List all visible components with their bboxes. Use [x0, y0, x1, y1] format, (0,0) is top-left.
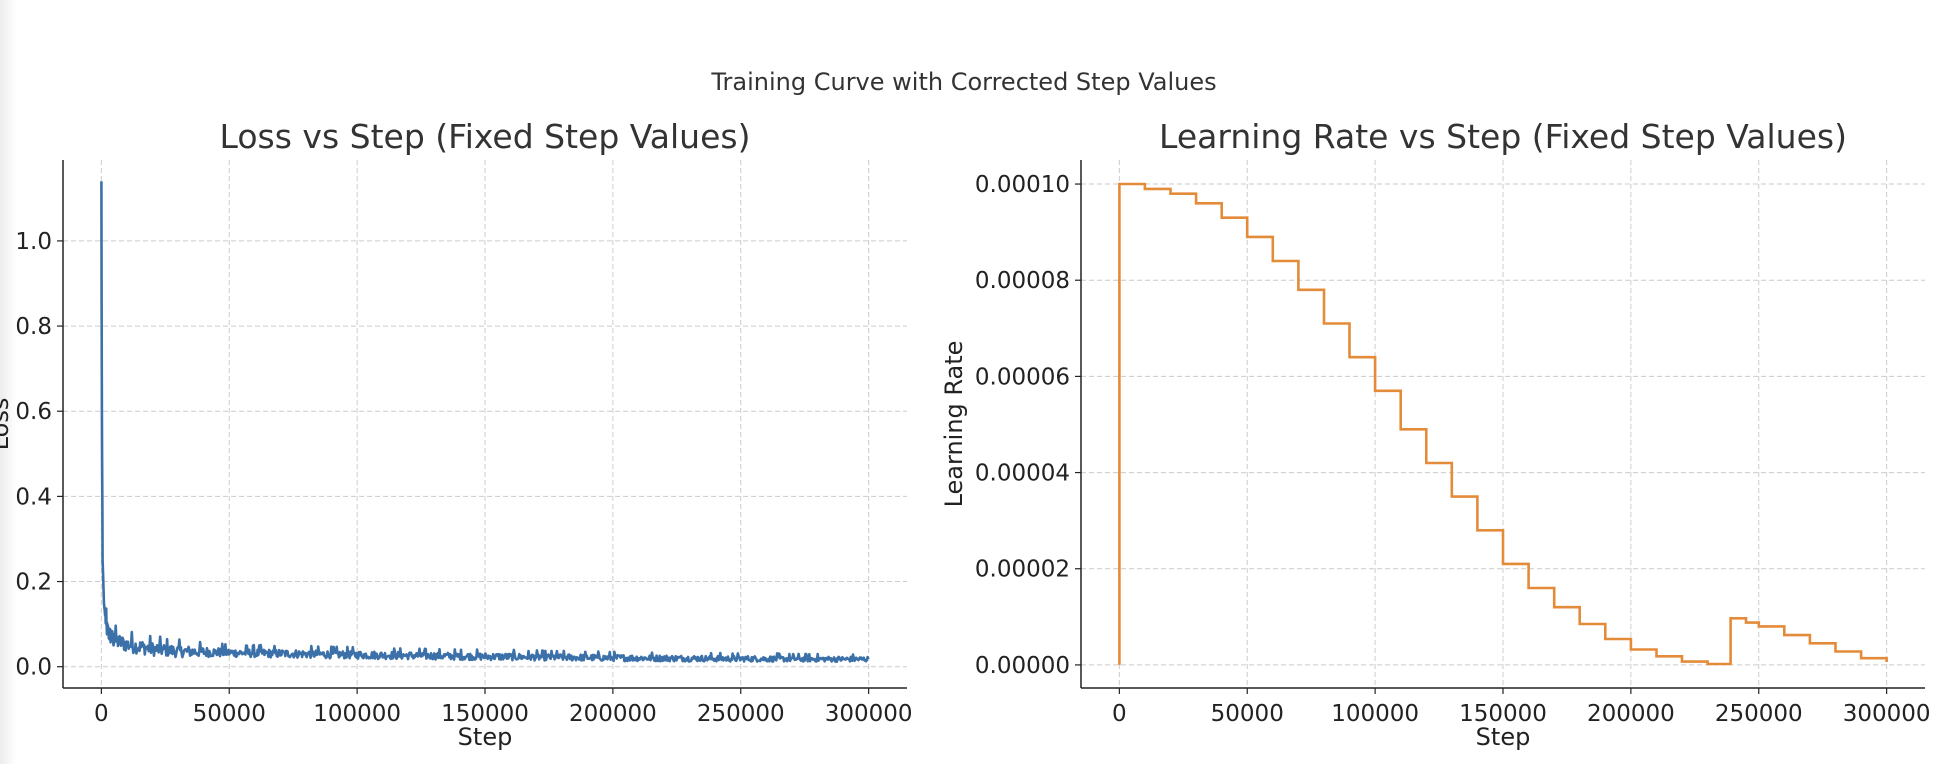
- loss-x-axis-label: Step: [458, 723, 513, 751]
- figure-suptitle: Training Curve with Corrected Step Value…: [710, 68, 1216, 96]
- loss-ytick-label: 0.4: [15, 484, 52, 510]
- loss-xtick-label: 50000: [193, 701, 266, 727]
- loss-ytick-label: 1.0: [15, 229, 52, 255]
- loss-xtick-label: 300000: [825, 701, 913, 727]
- loss-ticks: 0 50000 100000 150000 200000 250000 300000 0.0 0…: [15, 229, 912, 727]
- lr-ytick-label: 0.00006: [975, 364, 1070, 390]
- loss-xtick-label: 200000: [569, 701, 657, 727]
- loss-plot: 0 50000 100000 150000 200000 250000 300000 0.0 0…: [0, 117, 913, 751]
- lr-ytick-label: 0.00002: [975, 557, 1070, 583]
- lr-series-line: [1118, 182, 1888, 666]
- left-edge-shade: [0, 0, 16, 764]
- loss-grid: [63, 160, 907, 688]
- lr-plot-title: Learning Rate vs Step (Fixed Step Values…: [1159, 117, 1847, 156]
- loss-ytick-label: 0.6: [15, 399, 52, 425]
- lr-ticks: 0 50000 100000 150000 200000 250000 300000 0.00…: [975, 172, 1931, 727]
- loss-y-axis-label: Loss: [0, 398, 14, 451]
- loss-series-line: [100, 181, 870, 663]
- loss-xtick-label: 100000: [313, 701, 401, 727]
- lr-ytick-label: 0.00004: [975, 461, 1070, 487]
- lr-ytick-label: 0.00000: [975, 653, 1070, 679]
- loss-plot-title: Loss vs Step (Fixed Step Values): [220, 117, 751, 156]
- loss-ytick-label: 0.2: [15, 570, 52, 596]
- lr-xtick-label: 50000: [1211, 701, 1284, 727]
- lr-y-axis-label: Learning Rate: [940, 341, 968, 508]
- lr-grid: [1081, 160, 1925, 688]
- lr-xtick-label: 250000: [1715, 701, 1803, 727]
- lr-ytick-label: 0.00008: [975, 268, 1070, 294]
- loss-xtick-label: 150000: [441, 701, 529, 727]
- loss-ytick-label: 0.0: [15, 655, 52, 681]
- lr-xtick-label: 200000: [1587, 701, 1675, 727]
- lr-xtick-label: 100000: [1331, 701, 1419, 727]
- loss-xtick-label: 0: [94, 701, 109, 727]
- lr-ytick-label: 0.00010: [975, 172, 1070, 198]
- lr-xtick-label: 300000: [1843, 701, 1931, 727]
- lr-x-axis-label: Step: [1476, 723, 1531, 751]
- lr-plot: 0 50000 100000 150000 200000 250000 300000 0.00…: [940, 117, 1931, 751]
- lr-xtick-label: 150000: [1459, 701, 1547, 727]
- lr-xtick-label: 0: [1112, 701, 1127, 727]
- loss-ytick-label: 0.8: [15, 314, 52, 340]
- loss-xtick-label: 250000: [697, 701, 785, 727]
